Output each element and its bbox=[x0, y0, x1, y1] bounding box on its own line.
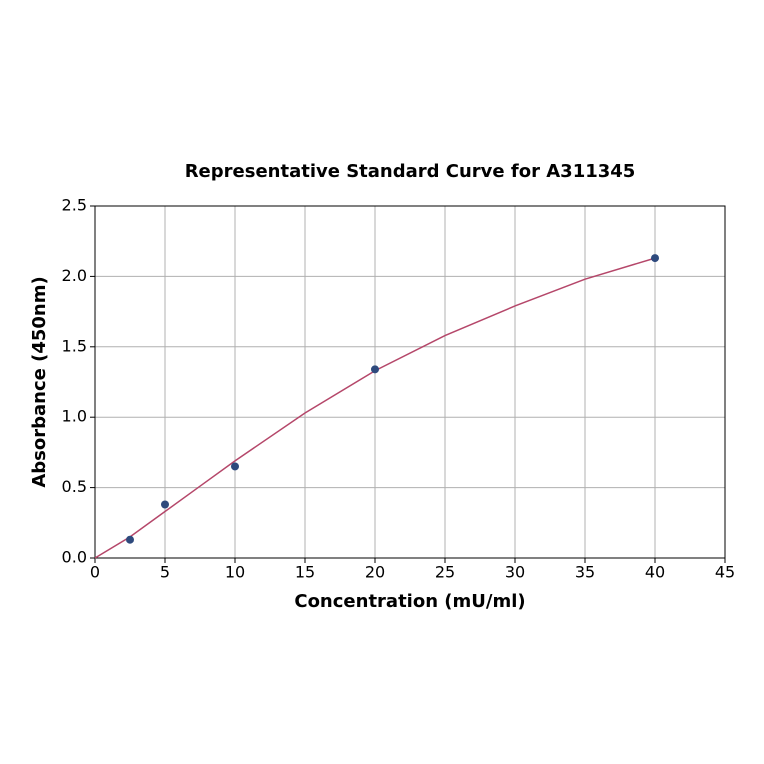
x-tick-label: 35 bbox=[575, 563, 595, 582]
x-tick-label: 0 bbox=[90, 563, 100, 582]
plot-frame bbox=[94, 205, 726, 559]
x-axis-label: Concentration (mU/ml) bbox=[294, 591, 525, 612]
y-axis-label: Absorbance (450nm) bbox=[29, 276, 50, 487]
y-tick-label: 0.0 bbox=[62, 548, 87, 567]
data-point bbox=[161, 500, 169, 509]
x-tick-label: 10 bbox=[225, 563, 245, 582]
data-point bbox=[651, 254, 659, 263]
data-point bbox=[231, 462, 239, 471]
x-tick-label: 30 bbox=[505, 563, 525, 582]
y-tick-label: 2.0 bbox=[62, 266, 87, 285]
y-tick-label: 1.5 bbox=[62, 336, 87, 355]
chart-title: Representative Standard Curve for A31134… bbox=[185, 161, 636, 182]
x-tick-label: 40 bbox=[645, 563, 665, 582]
x-tick-label: 5 bbox=[160, 563, 170, 582]
y-tick-label: 0.5 bbox=[62, 477, 87, 496]
data-point bbox=[126, 535, 134, 544]
x-tick-label: 20 bbox=[365, 563, 385, 582]
fit-curve bbox=[94, 257, 656, 559]
data-point bbox=[371, 365, 379, 374]
y-tick-label: 2.5 bbox=[62, 196, 87, 215]
y-tick-label: 1.0 bbox=[62, 407, 87, 426]
x-tick-label: 45 bbox=[715, 563, 735, 582]
x-tick-label: 25 bbox=[435, 563, 455, 582]
x-tick-label: 15 bbox=[295, 563, 315, 582]
